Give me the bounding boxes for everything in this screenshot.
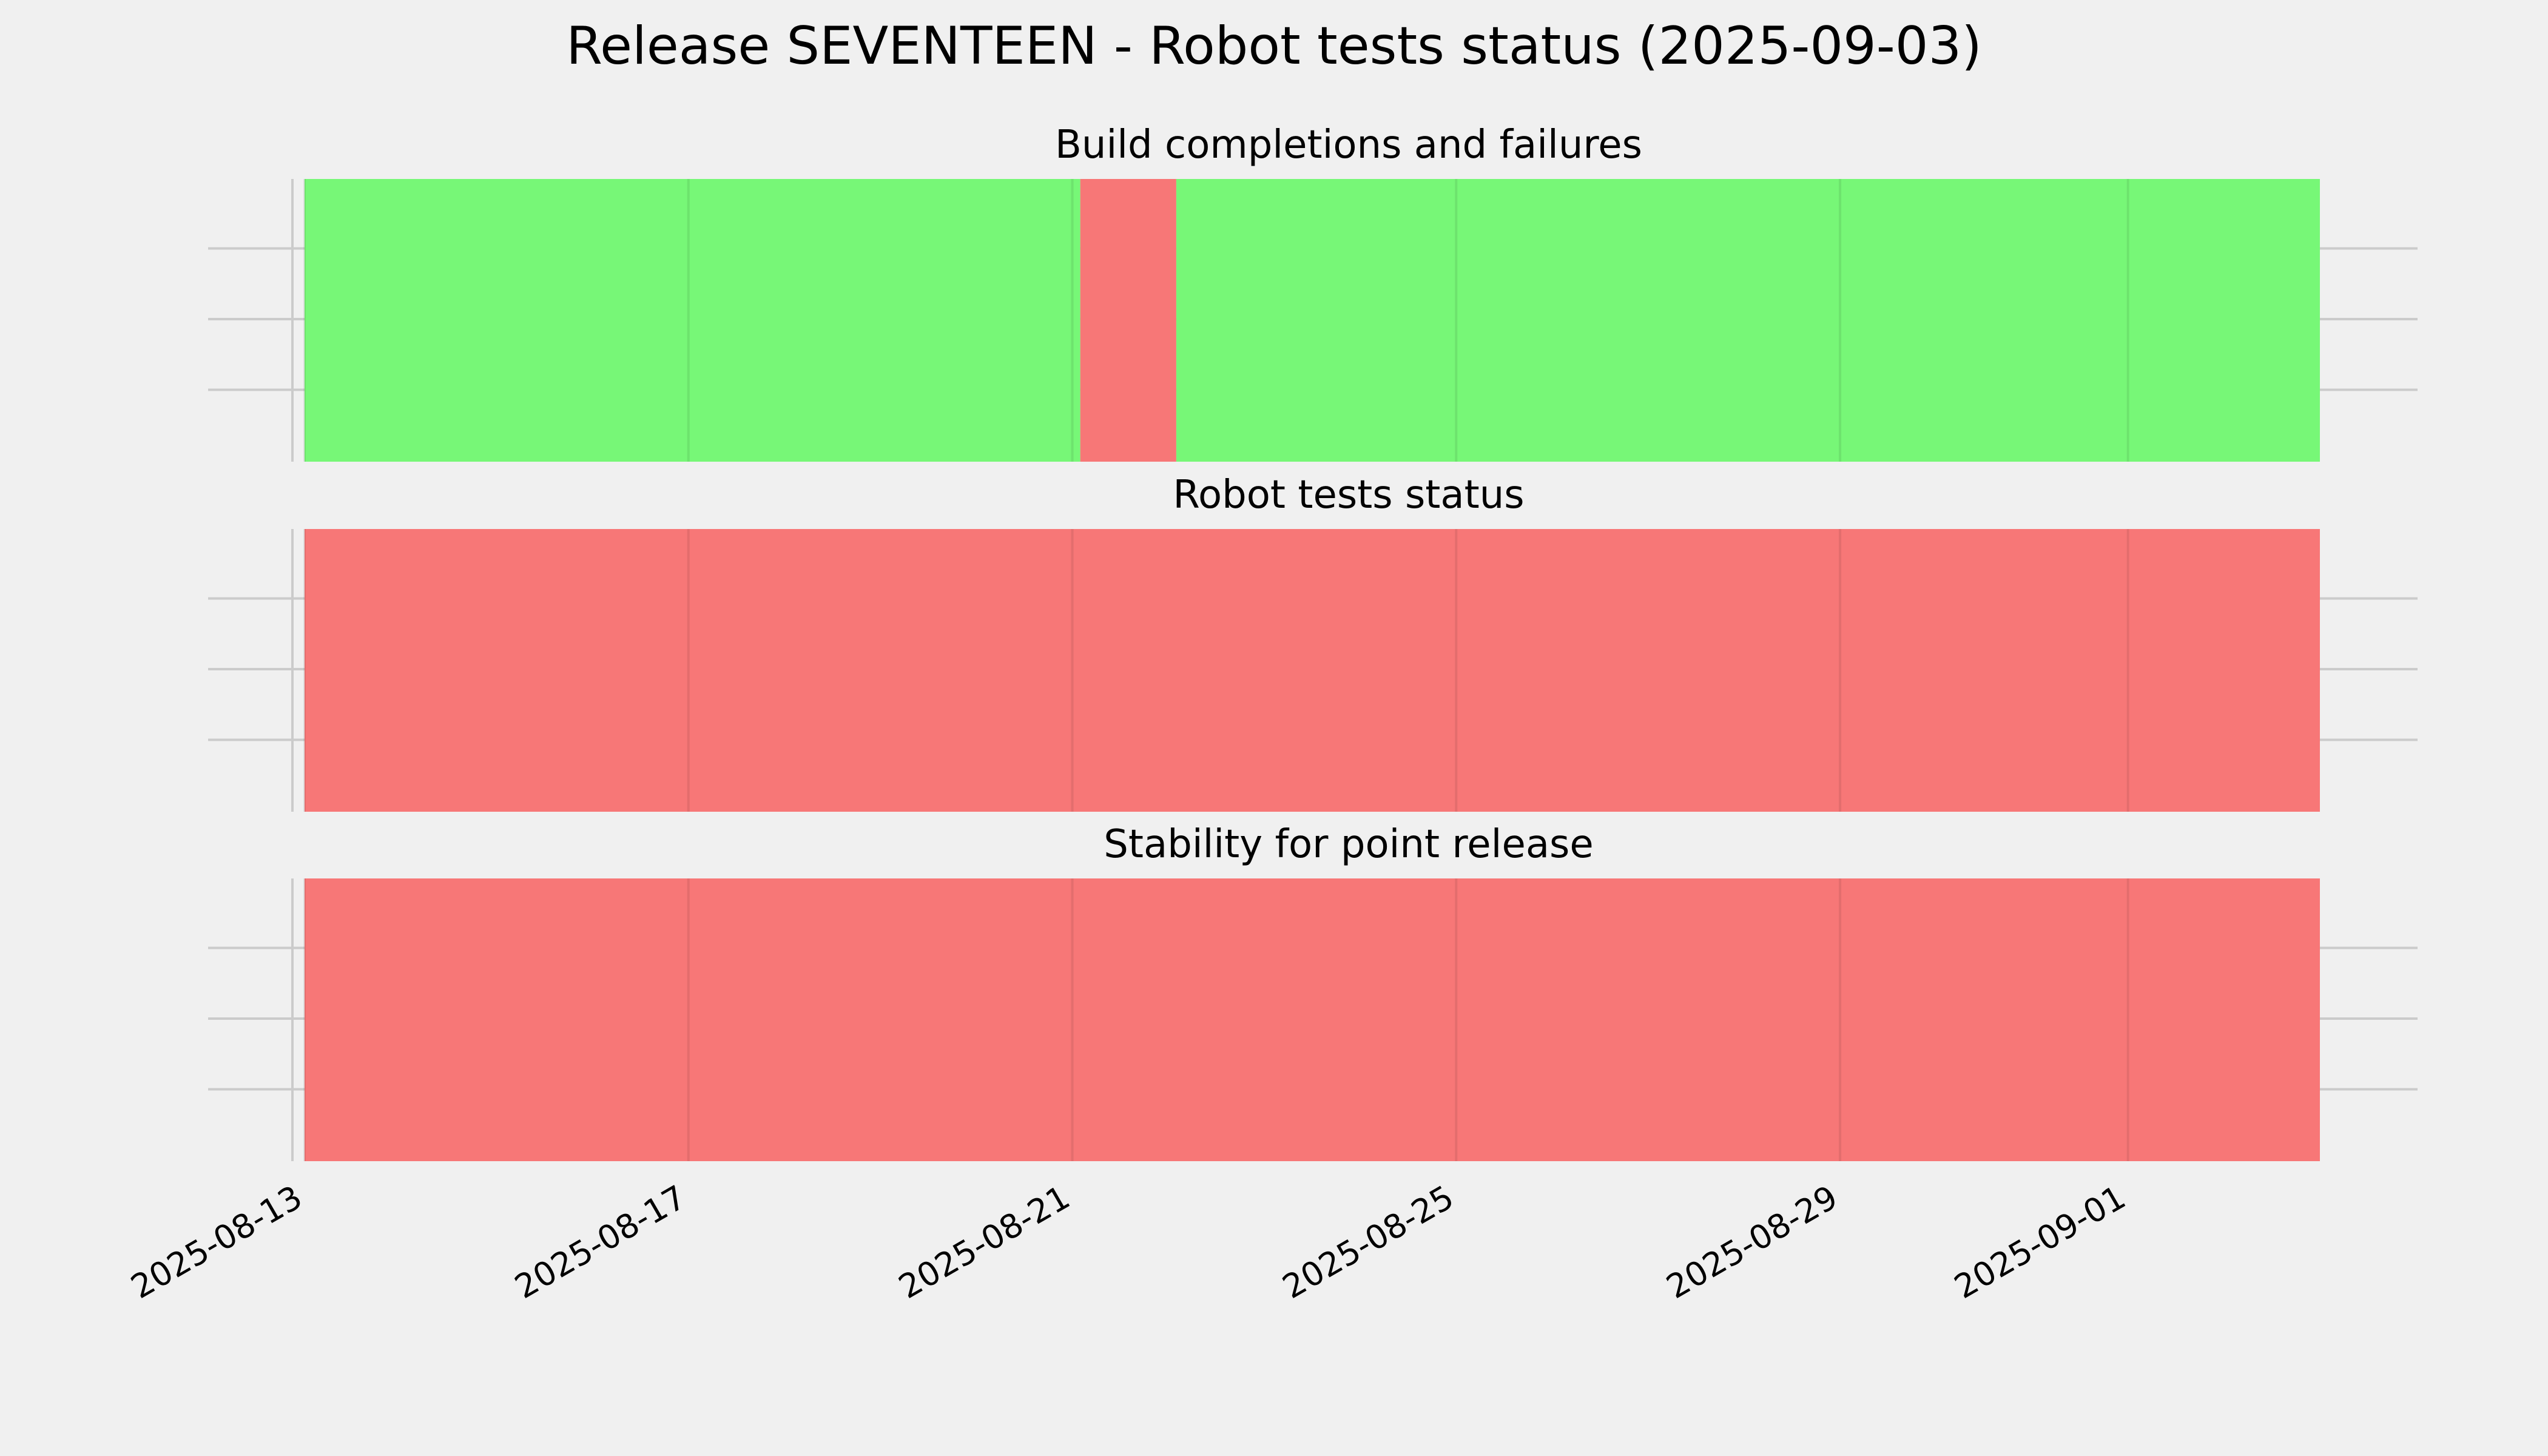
panel-3: Stability for point release bbox=[208, 822, 2418, 1161]
panel-1: Build completions and failures bbox=[208, 123, 2418, 462]
status-segment-fail bbox=[1080, 179, 1176, 462]
status-segment-pass bbox=[1176, 179, 2320, 462]
chart-title: Release SEVENTEEN - Robot tests status (… bbox=[566, 16, 1982, 76]
status-segment-pass bbox=[305, 179, 1080, 462]
panel-title: Build completions and failures bbox=[1055, 123, 1642, 167]
status-segment-fail bbox=[305, 529, 2320, 812]
status-segment-fail bbox=[305, 878, 2320, 1161]
panels-group: Build completions and failures Robot test… bbox=[208, 123, 2418, 1161]
panel-2: Robot tests status bbox=[208, 473, 2418, 812]
panel-title: Stability for point release bbox=[1104, 822, 1594, 867]
panel-title: Robot tests status bbox=[1173, 473, 1524, 517]
